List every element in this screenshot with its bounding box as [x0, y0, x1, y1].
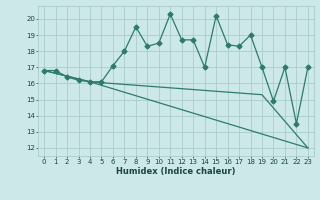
X-axis label: Humidex (Indice chaleur): Humidex (Indice chaleur)	[116, 167, 236, 176]
